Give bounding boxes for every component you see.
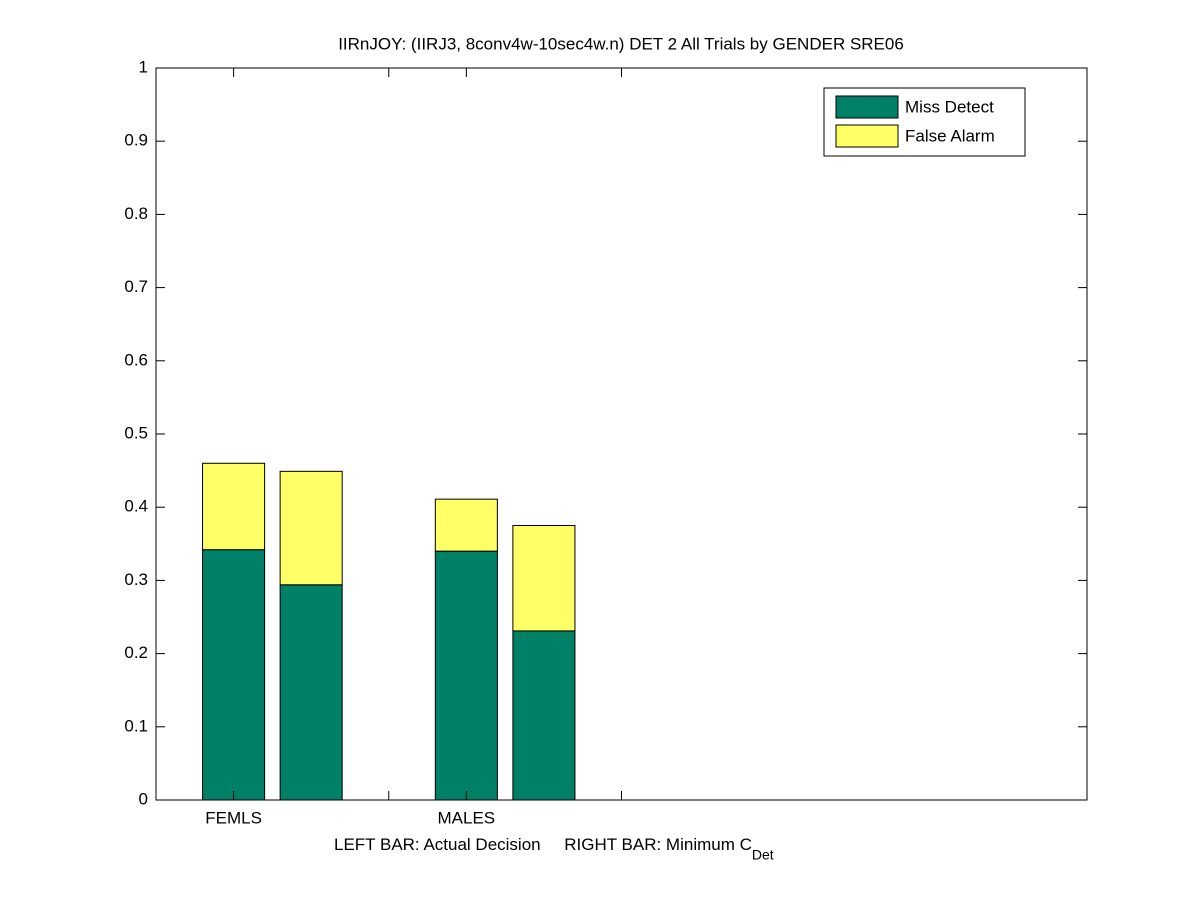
y-tick-label: 0.5 — [124, 423, 148, 442]
y-tick-label: 0.3 — [124, 570, 148, 589]
legend-swatch — [835, 95, 899, 119]
legend-label: Miss Detect — [905, 97, 994, 116]
y-tick-label: 0.7 — [124, 277, 148, 296]
y-tick-label: 0.1 — [124, 716, 148, 735]
x-axis-label-subscript: Det — [752, 847, 774, 863]
bar-segment — [434, 498, 498, 552]
chart-title: IIRnJOY: (IIRJ3, 8conv4w-10sec4w.n) DET … — [338, 34, 904, 53]
bar-segment — [434, 550, 498, 801]
bar-segment — [279, 584, 343, 801]
y-tick-label: 1 — [139, 57, 148, 76]
x-axis-label: LEFT BAR: Actual Decision RIGHT BAR: Min… — [334, 835, 752, 854]
y-tick-label: 0 — [139, 789, 148, 808]
y-tick-label: 0.2 — [124, 643, 148, 662]
x-tick-label: MALES — [438, 808, 496, 827]
y-tick-label: 0.9 — [124, 131, 148, 150]
bar-segment — [512, 630, 576, 801]
bar-segment — [202, 549, 266, 801]
x-axis-label-main: LEFT BAR: Actual Decision RIGHT BAR: Min… — [334, 835, 752, 854]
bar-segment — [202, 462, 266, 551]
y-tick-label: 0.8 — [124, 204, 148, 223]
legend-label: False Alarm — [905, 126, 995, 145]
bar-segment — [512, 525, 576, 632]
x-tick-label: FEMLS — [205, 808, 262, 827]
legend-swatch — [835, 124, 899, 148]
y-tick-label: 0.6 — [124, 350, 148, 369]
bar-segment — [279, 470, 343, 586]
y-tick-label: 0.4 — [124, 497, 148, 516]
